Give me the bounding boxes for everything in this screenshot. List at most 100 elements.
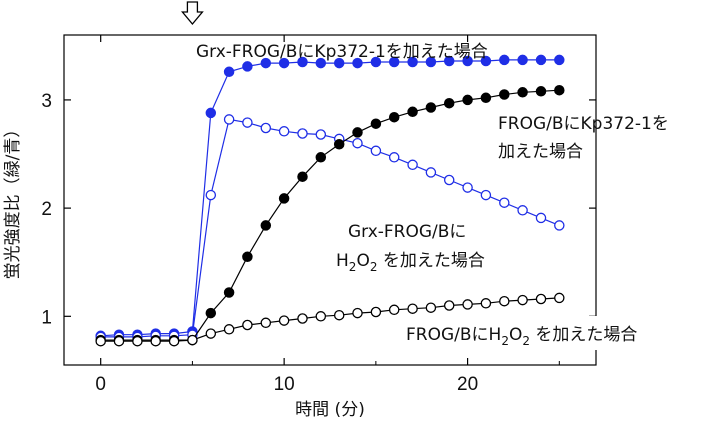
y-tick-label: 3: [41, 91, 52, 112]
annotation-frog-kp-line2: 加えた場合: [498, 142, 583, 162]
data-point: [352, 57, 363, 69]
y-axis-title: 蛍光強度比（緑/青）: [3, 121, 23, 280]
data-point: [260, 317, 272, 329]
data-point: [443, 55, 455, 67]
data-point: [462, 55, 473, 67]
data-point: [205, 189, 217, 201]
data-point: [370, 306, 382, 318]
data-point: [315, 57, 327, 69]
data-point: [278, 57, 290, 69]
data-point: [370, 56, 382, 68]
frog-h2o2-pre: FROG/BにH: [406, 325, 501, 345]
data-point: [352, 307, 363, 319]
data-point: [425, 56, 437, 68]
data-point: [242, 319, 253, 331]
data-point: [315, 311, 327, 322]
data-point: [407, 56, 418, 68]
data-point: [297, 171, 308, 182]
annotation-frog-h2o2-bg: [400, 316, 702, 350]
y-tick-label: 2: [41, 199, 52, 220]
data-point: [480, 189, 492, 201]
data-point: [554, 292, 565, 304]
data-point: [168, 335, 180, 347]
data-point: [407, 303, 418, 314]
data-point: [205, 328, 217, 339]
series-layer: [95, 54, 565, 347]
data-point: [535, 212, 547, 224]
data-point: [278, 126, 290, 137]
annotation-frog-h2o2: FROG/BにH2O2 を加えた場合: [406, 325, 637, 348]
tick-labels: 0 10 20 1 2 3: [41, 91, 478, 395]
grx-h2o2-sub2: 2: [370, 260, 378, 274]
data-point: [150, 335, 161, 347]
data-point: [388, 152, 400, 163]
data-point: [388, 56, 400, 68]
data-point: [333, 57, 345, 69]
grx-h2o2-h: H: [336, 251, 349, 271]
data-point: [205, 307, 217, 319]
data-point: [297, 56, 308, 68]
data-point: [480, 298, 492, 309]
series-3: [95, 292, 565, 347]
data-point: [333, 139, 345, 150]
data-point: [370, 145, 382, 157]
annotation-frog-kp-line1: FROG/BにKp372-1を: [498, 114, 669, 134]
data-point: [443, 97, 455, 109]
plot-frame: [63, 34, 597, 366]
frog-h2o2-o: O: [509, 325, 522, 345]
data-point: [425, 302, 437, 313]
grx-h2o2-rest: を加えた場合: [377, 251, 484, 271]
data-point: [297, 128, 308, 139]
series-2: [95, 84, 565, 346]
data-point: [370, 118, 382, 129]
data-point: [352, 137, 363, 149]
data-point: [242, 251, 253, 263]
frog-h2o2-sub2: 2: [522, 334, 530, 348]
y-tick-label: 1: [41, 307, 52, 328]
frog-h2o2-rest: を加えた場合: [530, 325, 637, 345]
down-arrow-icon: [181, 1, 204, 26]
data-point: [535, 293, 547, 305]
data-point: [480, 55, 492, 67]
data-point: [407, 159, 418, 171]
data-point: [517, 54, 528, 66]
data-point: [260, 57, 272, 69]
data-point: [480, 92, 492, 104]
data-point: [517, 294, 528, 306]
annotation-grx-kp: Grx-FROG/BにKp372-1を加えた場合: [196, 42, 488, 62]
data-point: [352, 127, 363, 138]
data-point: [407, 106, 418, 118]
data-point: [462, 182, 473, 193]
x-tick-label: 20: [457, 374, 478, 395]
data-point: [517, 205, 528, 216]
data-point: [95, 335, 106, 347]
data-point: [260, 122, 272, 134]
data-point: [462, 299, 473, 310]
data-point: [223, 324, 235, 335]
x-tick-label: 0: [95, 374, 106, 395]
data-point: [315, 129, 327, 140]
data-point: [425, 102, 437, 113]
data-point: [223, 114, 235, 125]
data-point: [499, 89, 510, 100]
data-point: [499, 197, 510, 208]
annotations: Grx-FROG/BにKp372-1を加えた場合 FROG/BにKp372-1を…: [196, 42, 702, 350]
axis-ticks: [64, 35, 596, 365]
data-point: [554, 84, 565, 96]
data-point: [278, 193, 290, 204]
data-point: [554, 54, 565, 66]
data-point: [132, 335, 143, 347]
data-point: [187, 334, 198, 346]
data-point: [315, 152, 327, 163]
series-1: [95, 114, 565, 343]
data-point: [443, 174, 455, 186]
annotation-grx-h2o2-line1: Grx-FROG/Bに: [348, 222, 466, 242]
data-point: [425, 167, 437, 178]
data-point: [223, 287, 235, 298]
data-point: [499, 295, 510, 307]
x-axis-title: 時間 (分): [295, 400, 365, 420]
grx-h2o2-sub1: 2: [349, 260, 357, 274]
arrow-shape: [181, 1, 204, 26]
data-point: [388, 304, 400, 316]
